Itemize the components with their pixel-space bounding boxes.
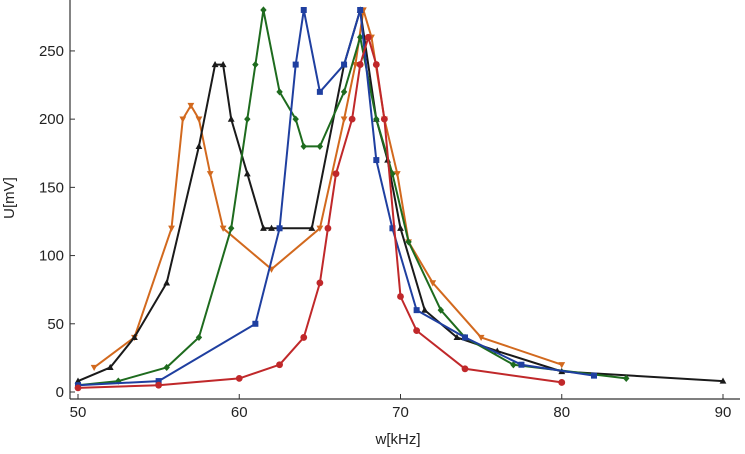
data-point: [332, 170, 340, 178]
data-point: [252, 60, 259, 69]
data-point: [90, 364, 98, 372]
data-point: [292, 115, 299, 123]
data-point: [260, 224, 267, 231]
data-point: [244, 115, 251, 123]
data-point: [187, 102, 195, 110]
data-point: [429, 280, 437, 287]
data-point: [155, 381, 163, 389]
data-point: [558, 379, 566, 386]
x-tick-label: 70: [392, 404, 409, 421]
data-point: [341, 61, 348, 68]
data-point: [227, 224, 235, 232]
y-tick-label: 250: [39, 43, 64, 60]
data-point: [163, 279, 171, 286]
data-point: [276, 361, 283, 369]
x-tick-label: 60: [231, 404, 248, 421]
x-tick-label: 90: [715, 404, 732, 421]
data-point: [243, 170, 251, 177]
labels: w[kHz] U[mV]: [1, 177, 421, 448]
y-tick-label: 0: [56, 384, 64, 401]
data-point: [437, 306, 445, 314]
data-point: [260, 6, 267, 14]
data-point: [380, 115, 388, 123]
data-point: [308, 224, 316, 231]
data-point: [393, 171, 401, 178]
data-point: [252, 320, 259, 327]
data-point: [195, 333, 203, 342]
data-point: [413, 307, 420, 314]
data-point: [462, 334, 468, 341]
data-point: [372, 61, 380, 68]
data-point: [518, 361, 525, 368]
data-point: [316, 88, 323, 95]
data-point: [292, 61, 299, 68]
data-point: [348, 115, 356, 123]
series-3: [74, 6, 630, 389]
data-point: [340, 88, 348, 96]
data-point: [413, 327, 421, 335]
data-point: [461, 365, 469, 373]
data-point: [155, 378, 162, 385]
data-point: [211, 60, 219, 68]
data-point: [356, 61, 364, 68]
series-layer: [74, 6, 727, 392]
x-axis-label: w[kHz]: [375, 431, 421, 448]
data-point: [74, 377, 82, 384]
data-point: [316, 225, 324, 232]
data-point: [356, 33, 364, 41]
data-point: [206, 171, 214, 178]
data-point: [268, 224, 275, 231]
data-point: [300, 142, 307, 151]
data-point: [131, 333, 138, 341]
data-point: [453, 333, 461, 341]
axes: 50 60 70 80 90 0 50 100 150 200 250: [39, 0, 740, 421]
y-tick-label: 100: [39, 248, 64, 265]
data-point: [510, 361, 517, 369]
data-point: [276, 225, 283, 232]
x-tick-label: 50: [70, 404, 87, 421]
y-axis-label: U[mV]: [1, 177, 18, 219]
data-point: [340, 116, 348, 123]
data-point: [421, 306, 429, 313]
data-point: [373, 157, 380, 164]
data-point: [195, 116, 203, 123]
data-point: [591, 372, 597, 379]
data-point: [397, 293, 404, 300]
data-point: [477, 334, 485, 342]
data-point: [324, 224, 332, 232]
data-point: [168, 225, 175, 232]
data-point: [235, 374, 243, 382]
data-point: [405, 238, 412, 246]
data-point: [623, 374, 630, 382]
data-point: [389, 225, 396, 232]
data-point: [316, 279, 324, 287]
data-point: [227, 115, 235, 122]
y-tick-label: 50: [47, 316, 64, 333]
data-point: [106, 363, 114, 371]
data-point: [357, 7, 364, 13]
data-point: [300, 7, 307, 13]
data-point: [316, 142, 324, 151]
data-point: [219, 225, 227, 232]
data-point: [558, 362, 566, 369]
data-point: [389, 170, 396, 178]
data-point: [195, 142, 203, 150]
data-point: [219, 60, 227, 68]
data-point: [163, 363, 170, 372]
data-point: [364, 33, 372, 41]
y-tick-label: 150: [39, 179, 64, 196]
data-point: [719, 377, 727, 384]
data-point: [373, 115, 380, 123]
x-tick-label: 80: [553, 404, 570, 421]
data-point: [74, 384, 82, 392]
series-5: [74, 33, 566, 392]
y-tick-label: 200: [39, 111, 64, 128]
data-point: [300, 334, 308, 341]
data-point: [276, 88, 283, 96]
data-point: [397, 224, 404, 231]
series-4: [75, 7, 597, 389]
data-point: [179, 116, 187, 123]
